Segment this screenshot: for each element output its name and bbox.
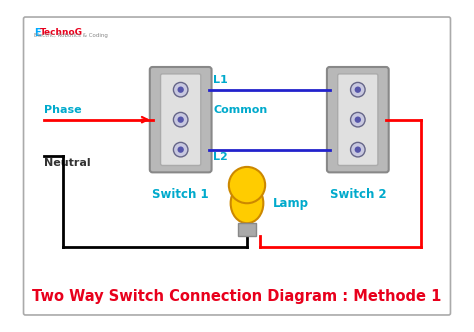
FancyBboxPatch shape: [337, 74, 378, 165]
FancyBboxPatch shape: [24, 17, 450, 315]
FancyBboxPatch shape: [238, 223, 256, 236]
FancyBboxPatch shape: [150, 67, 211, 172]
Text: Switch 1: Switch 1: [152, 188, 209, 201]
Circle shape: [355, 117, 361, 123]
Circle shape: [355, 87, 361, 93]
FancyBboxPatch shape: [327, 67, 389, 172]
Text: Neutral: Neutral: [45, 158, 91, 168]
Circle shape: [229, 167, 265, 203]
Circle shape: [177, 146, 184, 153]
Text: TechnoG: TechnoG: [40, 28, 83, 37]
Circle shape: [177, 117, 184, 123]
Ellipse shape: [231, 183, 264, 223]
Text: Switch 2: Switch 2: [329, 188, 386, 201]
FancyBboxPatch shape: [161, 74, 201, 165]
Circle shape: [173, 82, 188, 97]
Circle shape: [351, 142, 365, 157]
Text: Electric, Robotics & Coding: Electric, Robotics & Coding: [35, 34, 108, 39]
Text: L1: L1: [213, 75, 228, 85]
Text: Common: Common: [213, 105, 268, 115]
Circle shape: [173, 113, 188, 127]
Text: Two Way Switch Connection Diagram : Methode 1: Two Way Switch Connection Diagram : Meth…: [32, 289, 442, 304]
Circle shape: [173, 142, 188, 157]
Text: Phase: Phase: [45, 105, 82, 115]
Text: L2: L2: [213, 152, 228, 162]
Circle shape: [351, 113, 365, 127]
Text: E: E: [35, 28, 41, 38]
Circle shape: [351, 82, 365, 97]
Circle shape: [355, 146, 361, 153]
Circle shape: [177, 87, 184, 93]
Text: Lamp: Lamp: [273, 197, 309, 210]
